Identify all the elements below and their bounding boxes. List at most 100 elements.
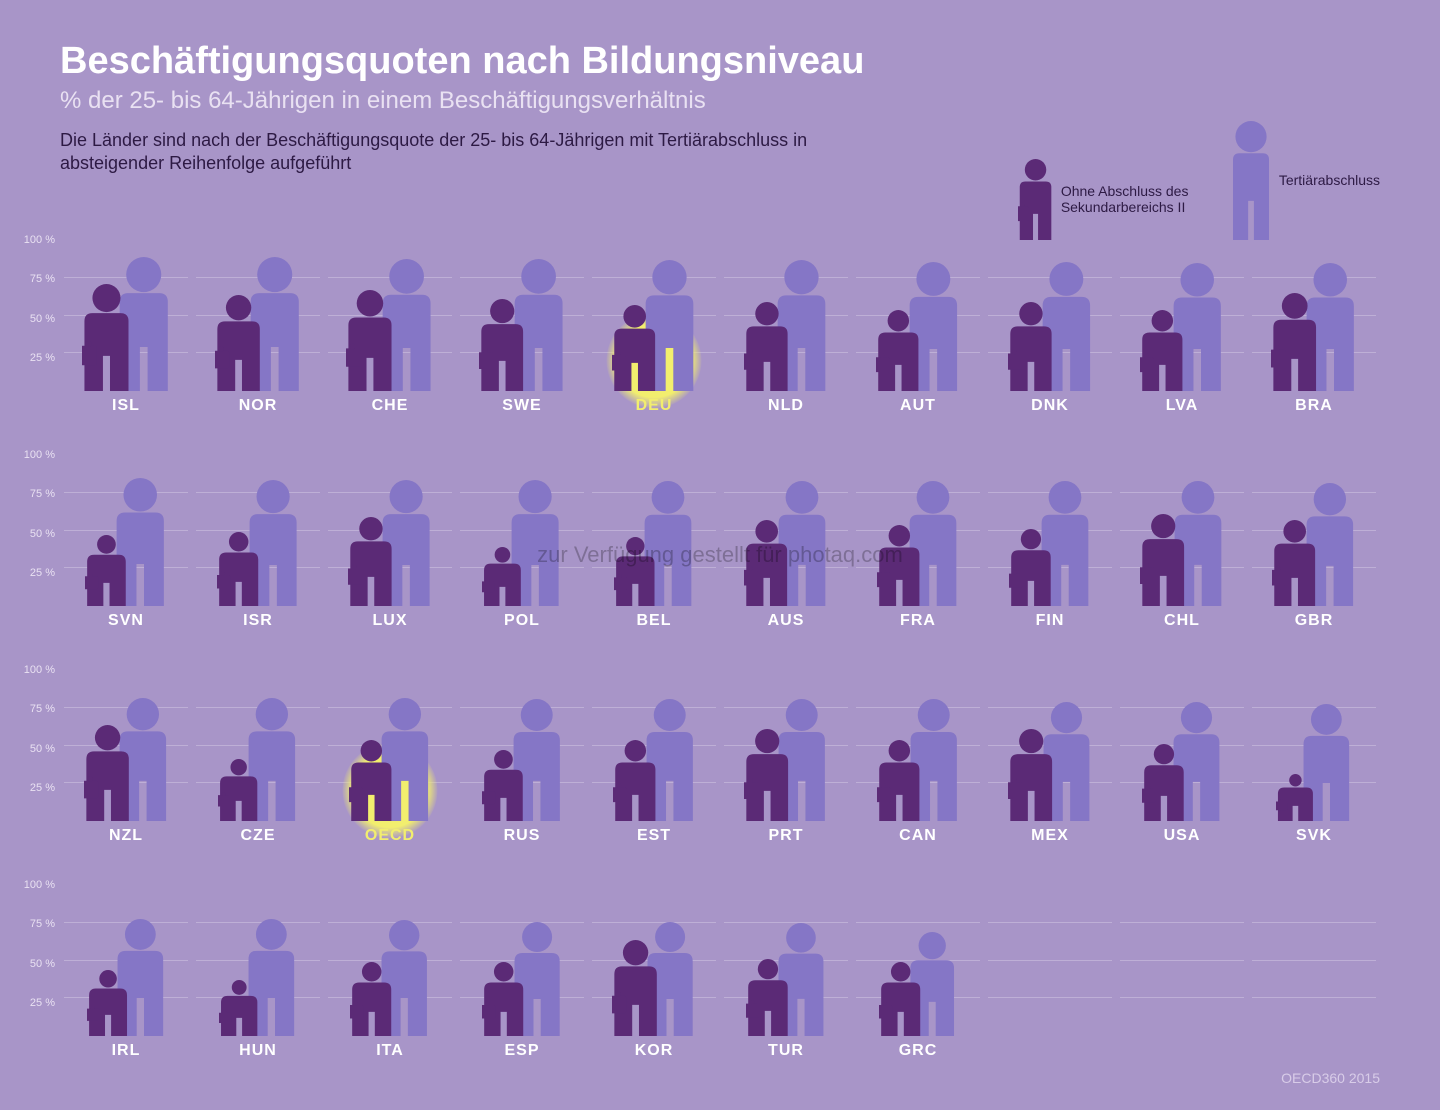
country-label: IRL: [60, 1036, 192, 1070]
country-label: SWE: [456, 391, 588, 425]
axis-tick: 25 %: [30, 782, 55, 794]
figure-pair: [852, 931, 984, 1036]
figure-pair: [984, 261, 1116, 392]
figure-pair: [192, 697, 324, 822]
figure-secondary: [746, 958, 790, 1036]
country-cell: NZL: [60, 670, 192, 855]
country-label: MEX: [984, 821, 1116, 855]
country-cell: CHE: [324, 240, 456, 425]
figure-pair: [456, 921, 588, 1037]
figure-pair: [984, 480, 1116, 606]
axis-tick: 25 %: [30, 352, 55, 364]
country-cell: PRT: [720, 670, 852, 855]
axis-tick: 75 %: [30, 488, 55, 500]
cell-plot: [720, 455, 852, 606]
cell-plot: [852, 455, 984, 606]
axis-tick: 75 %: [30, 703, 55, 715]
country-label: EST: [588, 821, 720, 855]
country-cell: NOR: [192, 240, 324, 425]
y-axis: 25 %50 %75 %100 %: [5, 885, 55, 1042]
y-axis: 25 %50 %75 %100 %: [5, 670, 55, 827]
figure-pair: [60, 918, 192, 1037]
figure-secondary: [1140, 513, 1186, 606]
country-label: AUS: [720, 606, 852, 640]
figure-secondary: [1272, 519, 1317, 606]
figure-pair: [588, 921, 720, 1037]
country-cell: USA: [1116, 670, 1248, 855]
figure-pair: [192, 479, 324, 607]
cell-plot: [1248, 670, 1380, 821]
cell-plot: [60, 455, 192, 606]
country-cell: LVA: [1116, 240, 1248, 425]
figure-pair: [192, 918, 324, 1037]
gridline: [1120, 960, 1244, 961]
axis-tick: 50 %: [30, 528, 55, 540]
country-cell: FIN: [984, 455, 1116, 640]
country-cell: DNK: [984, 240, 1116, 425]
cell-plot: [720, 670, 852, 821]
cell-plot: [1116, 240, 1248, 391]
page-title: Beschäftigungsquoten nach Bildungsniveau: [60, 40, 1380, 83]
country-cell: SVK: [1248, 670, 1380, 855]
country-cell: SVN: [60, 455, 192, 640]
figure-pair: [60, 477, 192, 606]
figure-pair: [1116, 701, 1248, 821]
country-label: SVN: [60, 606, 192, 640]
cell-plot: [324, 455, 456, 606]
country-label: BEL: [588, 606, 720, 640]
page-subtitle: % der 25- bis 64-Jährigen in einem Besch…: [60, 87, 1380, 115]
country-cell: AUS: [720, 455, 852, 640]
legend-item-tertiary: Tertiärabschluss: [1231, 120, 1380, 240]
figure-pair: [984, 701, 1116, 821]
cell-plot: [1116, 670, 1248, 821]
figure-pair: [192, 256, 324, 391]
country-label: FRA: [852, 606, 984, 640]
figure-secondary: [1008, 301, 1054, 391]
figure-pair: [324, 479, 456, 607]
figure-pair: [324, 697, 456, 822]
country-label: NOR: [192, 391, 324, 425]
country-cell: OECD: [324, 670, 456, 855]
figure-secondary: [612, 939, 659, 1037]
country-cell: [1248, 885, 1380, 1070]
cell-plot: [1116, 455, 1248, 606]
cell-plot: [984, 455, 1116, 606]
figure-pair: [1116, 262, 1248, 391]
country-label: NZL: [60, 821, 192, 855]
country-label: GRC: [852, 1036, 984, 1070]
figure-pair: [324, 919, 456, 1036]
figure-secondary: [482, 961, 525, 1036]
figure-secondary: [217, 531, 260, 606]
country-label: [1248, 1036, 1380, 1070]
country-cell: HUN: [192, 885, 324, 1070]
country-cell: MEX: [984, 670, 1116, 855]
figure-pair: [852, 480, 984, 606]
figure-pair: [588, 698, 720, 821]
country-label: SVK: [1248, 821, 1380, 855]
axis-tick: 100 %: [24, 664, 55, 676]
country-label: GBR: [1248, 606, 1380, 640]
gridline: [1252, 960, 1376, 961]
cell-plot: [588, 885, 720, 1036]
y-axis: 25 %50 %75 %100 %: [5, 240, 55, 397]
gridline: [1252, 922, 1376, 923]
cell-plot: [60, 670, 192, 821]
country-cell: ISR: [192, 455, 324, 640]
country-label: POL: [456, 606, 588, 640]
axis-tick: 25 %: [30, 997, 55, 1009]
figure-secondary: [876, 309, 921, 392]
country-label: RUS: [456, 821, 588, 855]
country-cell: SWE: [456, 240, 588, 425]
legend-label-secondary: Ohne Abschluss des Sekundarbereichs II: [1061, 183, 1201, 215]
axis-tick: 100 %: [24, 879, 55, 891]
figure-pair: [1248, 482, 1380, 607]
figure-pair: [720, 259, 852, 391]
figure-secondary: [1008, 728, 1054, 821]
figure-pair: [852, 698, 984, 821]
country-label: FIN: [984, 606, 1116, 640]
country-cell: CAN: [852, 670, 984, 855]
figure-secondary: [482, 546, 523, 606]
country-cell: ESP: [456, 885, 588, 1070]
cell-plot: [588, 670, 720, 821]
country-cell: EST: [588, 670, 720, 855]
